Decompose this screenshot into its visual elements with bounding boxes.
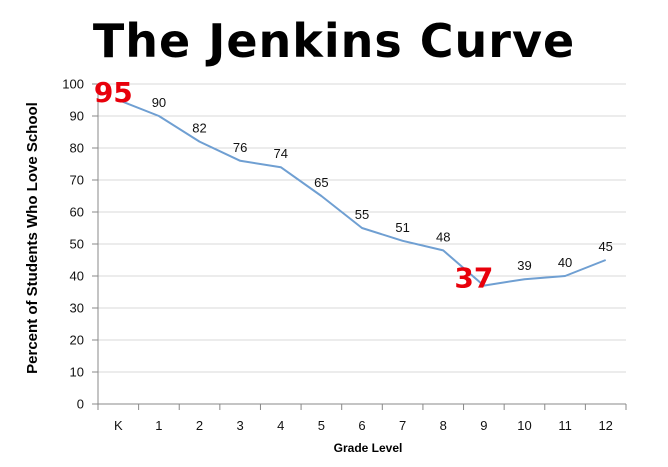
- x-tick-label: 4: [277, 418, 284, 433]
- data-label: 65: [314, 175, 328, 190]
- highlighted-data-label: 37: [454, 262, 493, 295]
- gridlines: [98, 83, 626, 373]
- y-tick-label: 70: [70, 173, 84, 188]
- x-tick-label: 6: [358, 418, 365, 433]
- y-tick-label: 30: [70, 301, 84, 316]
- y-tick-label: 60: [70, 205, 84, 220]
- x-tick-label: 11: [558, 418, 572, 433]
- highlighted-data-label: 95: [94, 76, 133, 109]
- y-tick-label: 0: [77, 397, 84, 412]
- y-axis-title: Percent of Students Who Love School: [24, 102, 41, 374]
- data-label: 82: [192, 121, 206, 136]
- data-label: 40: [558, 255, 572, 270]
- x-tick-label: 3: [237, 418, 244, 433]
- y-tick-label: 40: [70, 269, 84, 284]
- x-axis-title: Grade Level: [334, 441, 403, 455]
- x-tick-label: 1: [155, 418, 162, 433]
- data-label: 45: [598, 239, 612, 254]
- y-tick-label: 10: [70, 365, 84, 380]
- x-tick-label: 8: [440, 418, 447, 433]
- data-label: 55: [355, 207, 369, 222]
- data-label: 74: [274, 146, 288, 161]
- y-tick-label: 20: [70, 333, 84, 348]
- data-label: 90: [152, 95, 166, 110]
- data-label: 51: [395, 220, 409, 235]
- x-tick-label: 9: [480, 418, 487, 433]
- data-label: 76: [233, 140, 247, 155]
- y-tick-label: 100: [62, 77, 84, 92]
- chart-title: The Jenkins Curve: [92, 14, 576, 68]
- y-tick-label: 80: [70, 141, 84, 156]
- series-line-group: [117, 99, 607, 287]
- x-tick-label: K: [114, 418, 123, 433]
- x-tick-labels: K 1 2 3 4 5 6 7 8 9 10 11 12: [114, 418, 613, 433]
- x-tick-label: 2: [196, 418, 203, 433]
- axes: [92, 83, 627, 410]
- x-tick-label: 5: [318, 418, 325, 433]
- data-labels: 95 90 82 76 74 65 55 51 48 37 39 40 45: [94, 76, 613, 295]
- data-label: 48: [436, 229, 450, 244]
- x-tick-label: 12: [598, 418, 612, 433]
- series-line: [117, 99, 607, 287]
- y-tick-label: 90: [70, 109, 84, 124]
- y-tick-labels: 0 10 20 30 40 50 60 70 80 90 100: [62, 77, 84, 412]
- x-tick-label: 7: [399, 418, 406, 433]
- x-tick-label: 10: [517, 418, 531, 433]
- y-tick-label: 50: [70, 237, 84, 252]
- data-label: 39: [517, 258, 531, 273]
